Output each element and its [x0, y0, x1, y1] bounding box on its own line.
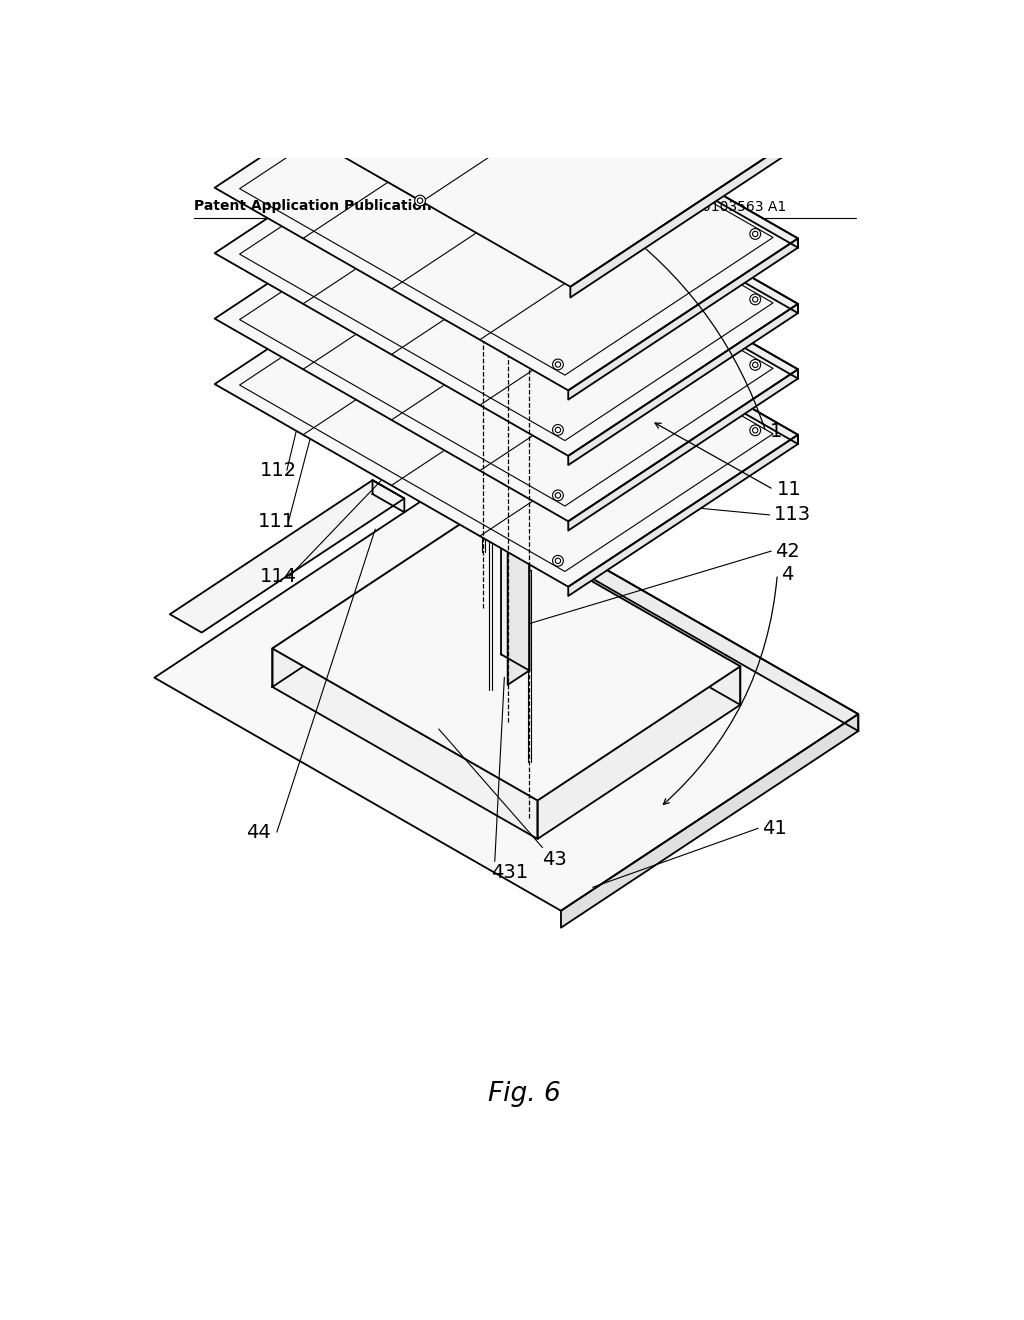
Circle shape [750, 359, 761, 370]
Polygon shape [442, 0, 814, 136]
Circle shape [753, 362, 758, 367]
Polygon shape [199, 0, 814, 286]
Text: May 3, 2012   Sheet 6 of 10: May 3, 2012 Sheet 6 of 10 [438, 199, 631, 213]
Polygon shape [170, 480, 404, 632]
Text: 11: 11 [777, 480, 802, 499]
Polygon shape [409, 82, 444, 110]
Polygon shape [420, 219, 437, 234]
Polygon shape [420, 154, 437, 169]
Polygon shape [409, 148, 444, 176]
Circle shape [555, 492, 560, 498]
Polygon shape [329, 213, 444, 286]
Polygon shape [272, 648, 538, 840]
Circle shape [753, 231, 758, 236]
Polygon shape [508, 455, 529, 685]
Circle shape [415, 195, 425, 206]
Polygon shape [409, 16, 444, 44]
Polygon shape [329, 148, 444, 220]
Text: 44: 44 [246, 822, 270, 842]
Circle shape [553, 425, 563, 436]
Circle shape [750, 228, 761, 239]
Circle shape [555, 428, 560, 433]
Polygon shape [475, 515, 740, 705]
Circle shape [553, 556, 563, 566]
Text: Fig. 6: Fig. 6 [488, 1081, 561, 1107]
Text: 431: 431 [490, 863, 528, 883]
Circle shape [766, 116, 776, 127]
Text: 1: 1 [770, 422, 782, 441]
Text: Patent Application Publication: Patent Application Publication [194, 199, 431, 213]
Circle shape [555, 362, 560, 367]
Polygon shape [272, 515, 475, 686]
Polygon shape [479, 438, 529, 469]
Polygon shape [444, 232, 798, 444]
Polygon shape [568, 434, 798, 595]
Polygon shape [155, 480, 858, 911]
Polygon shape [329, 16, 444, 90]
Polygon shape [272, 515, 740, 800]
Circle shape [555, 558, 560, 564]
Polygon shape [329, 82, 444, 156]
Text: 43: 43 [543, 850, 567, 869]
Polygon shape [420, 88, 437, 103]
Text: 111: 111 [258, 512, 295, 532]
Polygon shape [420, 22, 437, 38]
Circle shape [418, 198, 423, 203]
Polygon shape [444, 36, 798, 248]
Polygon shape [215, 232, 798, 586]
Polygon shape [444, 166, 798, 379]
Text: 42: 42 [775, 541, 800, 561]
Text: 41: 41 [762, 818, 786, 838]
Polygon shape [561, 714, 858, 928]
Circle shape [553, 490, 563, 500]
Text: 112: 112 [260, 461, 297, 479]
Polygon shape [215, 36, 798, 391]
Text: 113: 113 [773, 506, 811, 524]
Text: US 2012/0103563 A1: US 2012/0103563 A1 [639, 199, 786, 213]
Circle shape [753, 428, 758, 433]
Circle shape [750, 425, 761, 436]
Polygon shape [452, 480, 858, 731]
Polygon shape [568, 370, 798, 531]
Polygon shape [568, 239, 798, 400]
Polygon shape [409, 213, 444, 240]
Polygon shape [570, 125, 814, 297]
Polygon shape [501, 438, 529, 671]
Polygon shape [538, 667, 740, 840]
Text: 4: 4 [781, 565, 794, 583]
Polygon shape [568, 304, 798, 465]
Text: 114: 114 [260, 568, 297, 586]
Polygon shape [444, 102, 798, 313]
Polygon shape [215, 166, 798, 521]
Circle shape [553, 359, 563, 370]
Circle shape [753, 297, 758, 302]
Circle shape [768, 119, 773, 124]
Polygon shape [215, 102, 798, 455]
Polygon shape [373, 480, 404, 512]
Circle shape [750, 294, 761, 305]
